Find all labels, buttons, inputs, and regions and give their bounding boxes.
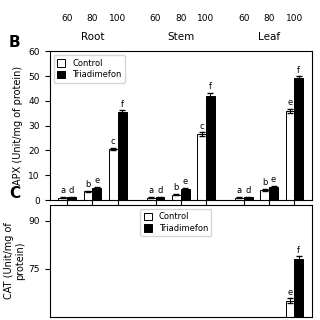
Bar (84, 191, 92, 200)
Bar (67, 197, 76, 200)
Bar (235, 197, 244, 200)
Bar (294, 259, 303, 320)
Text: 60: 60 (238, 14, 250, 23)
Text: 100: 100 (197, 14, 215, 23)
Text: 60: 60 (150, 14, 161, 23)
Text: d: d (157, 186, 163, 195)
Bar (147, 197, 156, 200)
Text: 80: 80 (87, 14, 98, 23)
X-axis label: Growth stages (DAP): Growth stages (DAP) (127, 238, 235, 248)
Legend: Control, Triadimefon: Control, Triadimefon (54, 55, 125, 83)
Text: e: e (271, 175, 276, 184)
Text: Leaf: Leaf (258, 32, 280, 42)
Bar (172, 195, 181, 200)
Bar (118, 112, 126, 200)
Text: Growth stages (DAP): Growth stages (DAP) (123, 51, 238, 61)
Text: 80: 80 (175, 14, 187, 23)
Text: e: e (94, 176, 100, 185)
Bar (181, 189, 190, 200)
Bar (285, 111, 294, 200)
Bar (206, 96, 215, 200)
Text: 60: 60 (61, 14, 73, 23)
Bar (59, 197, 67, 200)
Text: f: f (209, 82, 212, 91)
Bar (197, 134, 206, 200)
Bar (294, 78, 303, 200)
Text: b: b (174, 183, 179, 192)
Text: B: B (9, 35, 20, 50)
Text: d: d (69, 186, 74, 195)
Text: e: e (287, 98, 292, 107)
Text: a: a (148, 186, 154, 195)
Bar (109, 149, 118, 200)
Bar (244, 197, 253, 200)
Y-axis label: CAT (Unit/mg of
protein): CAT (Unit/mg of protein) (4, 222, 26, 299)
Y-axis label: APX (Unit/mg of protein): APX (Unit/mg of protein) (13, 66, 23, 185)
Text: C: C (9, 187, 20, 202)
Text: a: a (237, 186, 242, 195)
Text: 100: 100 (286, 14, 303, 23)
Bar (269, 187, 278, 200)
Text: f: f (121, 100, 124, 109)
Text: Stem: Stem (167, 32, 195, 42)
Text: f: f (297, 246, 300, 255)
Text: 100: 100 (109, 14, 126, 23)
Text: c: c (199, 122, 204, 131)
Text: f: f (297, 66, 300, 75)
Bar (92, 188, 101, 200)
Text: Root: Root (81, 230, 104, 241)
Bar (260, 190, 269, 200)
Text: c: c (111, 137, 116, 146)
Text: Leaf: Leaf (258, 230, 280, 241)
Legend: Control, Triadimefon: Control, Triadimefon (140, 209, 212, 236)
Bar (156, 197, 164, 200)
Text: d: d (246, 186, 251, 195)
Text: b: b (85, 180, 91, 189)
Text: e: e (287, 288, 292, 297)
Text: 80: 80 (263, 14, 275, 23)
Text: b: b (262, 178, 268, 187)
Text: Root: Root (81, 32, 104, 42)
Text: a: a (60, 186, 65, 195)
Text: e: e (183, 177, 188, 186)
Text: Stem: Stem (167, 230, 195, 241)
Bar (285, 301, 294, 320)
